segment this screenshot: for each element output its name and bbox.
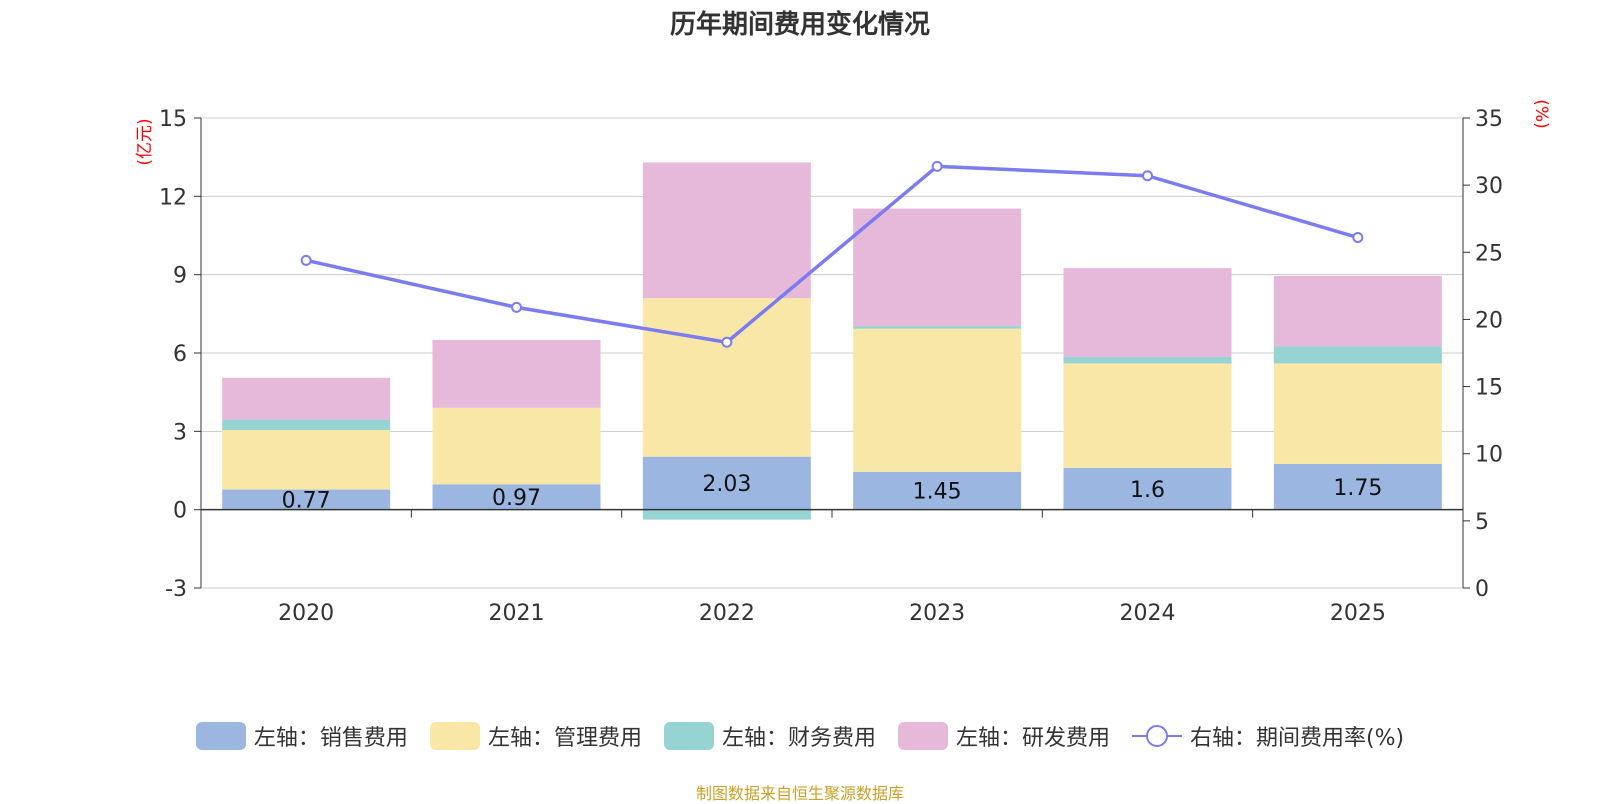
legend-label-admin: 左轴：管理费用 <box>487 726 642 751</box>
category-label-2022: 2022 <box>699 601 755 626</box>
legend-line-circle-icon <box>1131 725 1182 747</box>
line-layer <box>300 160 1364 348</box>
bar-finance-2024 <box>1063 356 1232 364</box>
right-axis-tick-label: 0 <box>1475 577 1489 602</box>
data-label-sales-2025: 1.75 <box>1333 476 1382 501</box>
left-axis-tick-label: 9 <box>173 264 187 289</box>
data-label-sales-2022: 2.03 <box>702 472 751 497</box>
category-label-2020: 2020 <box>278 601 334 626</box>
right-axis-tick-label: 30 <box>1475 174 1503 199</box>
bar-layer <box>222 162 1442 520</box>
rate-point-2025 <box>1352 232 1364 244</box>
legend-swatch-sales <box>195 722 246 750</box>
bar-finance-2025 <box>1273 346 1442 364</box>
bar-rnd-2021 <box>432 339 601 408</box>
source-note: 制图数据来自恒生聚源数据库 <box>695 784 904 803</box>
category-label-2024: 2024 <box>1120 601 1176 626</box>
bar-sales-2025 <box>1273 463 1442 510</box>
bar-admin-2024 <box>1063 363 1232 468</box>
bar-admin-2020 <box>222 430 391 490</box>
bar-admin-2025 <box>1273 363 1442 464</box>
right-axis-tick-label: 20 <box>1475 308 1503 333</box>
left-axis-tick-label: -3 <box>165 577 187 602</box>
chart-title: 历年期间费用变化情况 <box>669 10 930 40</box>
left-axis-tick-label: 0 <box>173 499 187 524</box>
bar-rnd-2022 <box>642 162 811 299</box>
legend-item-finance[interactable]: 左轴：财务费用 <box>663 720 876 752</box>
rate-point-2020 <box>300 254 312 266</box>
rate-point-2024 <box>1142 170 1153 182</box>
category-label-2023: 2023 <box>909 601 965 626</box>
left-axis-tick-label: 15 <box>159 107 187 132</box>
category-label-2025: 2025 <box>1330 601 1386 626</box>
legend-item-sales[interactable]: 左轴：销售费用 <box>195 720 408 752</box>
legend-item-admin[interactable]: 左轴：管理费用 <box>429 720 642 752</box>
legend-item-rate[interactable]: 右轴：期间费用率(%) <box>1131 720 1405 752</box>
label-layer: 0.77 0.97 2.03 1.45 1.6 1.75 <box>282 472 1383 513</box>
bar-sales-2022 <box>642 456 811 510</box>
legend-label-rate: 右轴：期间费用率(%) <box>1189 726 1405 751</box>
bar-sales-2023 <box>853 471 1022 510</box>
right-axis-tick-label: 25 <box>1475 241 1503 266</box>
bar-rnd-2025 <box>1273 275 1442 347</box>
rate-point-2023 <box>931 160 943 172</box>
bar-sales-2024 <box>1063 467 1232 510</box>
data-label-sales-2024: 1.6 <box>1130 478 1165 503</box>
legend-swatch-finance <box>663 722 714 750</box>
bar-finance-2022 <box>642 509 811 520</box>
legend-item-rnd[interactable]: 左轴：研发费用 <box>897 720 1110 752</box>
bar-rnd-2024 <box>1063 268 1232 357</box>
bar-rnd-2020 <box>222 377 391 420</box>
legend: 左轴：销售费用 左轴：管理费用 左轴：财务费用 左轴：研发费用 右轴：期间费用率… <box>0 720 1600 752</box>
bar-rnd-2023 <box>853 208 1022 327</box>
legend-label-rnd: 左轴：研发费用 <box>955 726 1110 751</box>
category-label-2021: 2021 <box>489 601 545 626</box>
right-axis-tick-label: 5 <box>1475 510 1489 535</box>
grid-layer <box>201 117 1463 589</box>
left-axis-tick-label: 3 <box>173 420 187 445</box>
rate-point-2021 <box>511 301 522 313</box>
rate-line <box>305 164 1359 345</box>
data-label-sales-2021: 0.97 <box>492 486 541 511</box>
bar-sales-2021 <box>432 484 601 510</box>
left-axis-tick-label: 12 <box>159 185 187 210</box>
right-axis-tick-label: 10 <box>1475 443 1503 468</box>
data-label-sales-2020: 0.77 <box>282 489 331 514</box>
bar-finance-2023 <box>853 326 1022 329</box>
right-axis-tick-label: 15 <box>1475 376 1503 401</box>
legend-swatch-admin <box>429 722 480 750</box>
left-axis-unit-label: (亿元) <box>135 118 155 165</box>
bar-sales-2020 <box>222 489 391 510</box>
bar-admin-2023 <box>853 328 1022 472</box>
bar-finance-2020 <box>222 419 391 431</box>
data-label-sales-2023: 1.45 <box>913 480 962 505</box>
right-axis-tick-label: 35 <box>1475 107 1503 132</box>
bar-admin-2022 <box>642 298 811 457</box>
right-axis-unit-label: (%) <box>1531 99 1551 128</box>
rate-point-2022 <box>721 336 733 348</box>
legend-label-sales: 左轴：销售费用 <box>253 726 408 751</box>
left-axis-tick-label: 6 <box>173 342 187 367</box>
bar-admin-2021 <box>432 407 601 485</box>
legend-label-finance: 左轴：财务费用 <box>721 726 876 751</box>
legend-swatch-rnd <box>897 722 948 750</box>
